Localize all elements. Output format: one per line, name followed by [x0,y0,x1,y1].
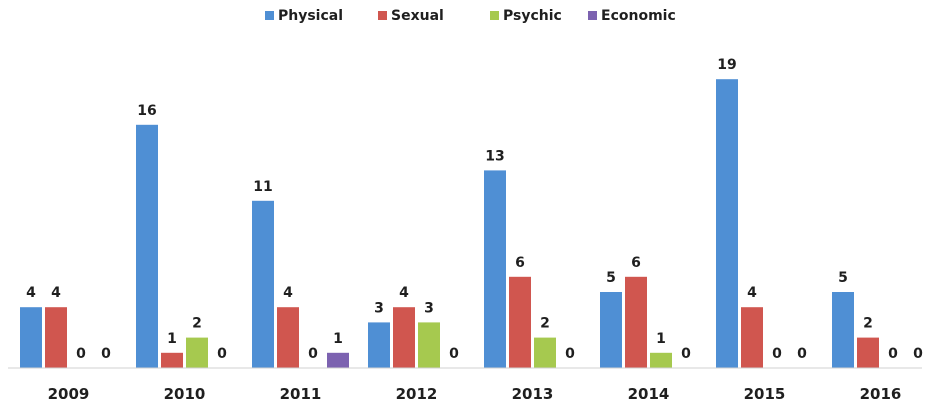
bar-sexual-2009 [45,307,67,368]
x-tick-2010: 2010 [164,385,206,403]
bar-psychic-2012 [418,322,440,368]
x-tick-2011: 2011 [280,385,322,403]
value-label-psychic-2010: 2 [192,316,202,332]
value-label-economic-2012: 0 [449,346,459,362]
bar-psychic-2010 [186,337,208,368]
value-label-physical-2014: 5 [606,270,616,286]
value-label-psychic-2014: 1 [656,331,666,347]
bars [20,79,879,368]
legend: Physical Sexual Psychic Economic [265,8,676,24]
value-label-psychic-2011: 0 [308,346,318,362]
legend-swatch-sexual [378,11,387,20]
value-label-economic-2009: 0 [101,346,111,362]
bar-psychic-2013 [534,337,556,368]
x-tick-2009: 2009 [48,385,90,403]
value-label-physical-2011: 11 [253,179,272,195]
bar-physical-2011 [252,200,274,368]
bar-sexual-2014 [625,276,647,368]
value-label-sexual-2010: 1 [167,331,177,347]
value-label-psychic-2013: 2 [540,316,550,332]
value-label-physical-2013: 13 [485,148,504,164]
value-label-sexual-2013: 6 [515,255,525,271]
value-label-sexual-2015: 4 [747,285,757,301]
bar-physical-2010 [136,124,158,368]
value-label-sexual-2012: 4 [399,285,409,301]
value-label-physical-2012: 3 [374,300,384,316]
legend-label-economic: Economic [601,8,676,24]
x-tick-2014: 2014 [628,385,670,403]
bar-physical-2015 [716,79,738,368]
bar-sexual-2015 [741,307,763,368]
value-label-sexual-2014: 6 [631,255,641,271]
bar-physical-2012 [368,322,390,368]
value-label-psychic-2015: 0 [772,346,782,362]
bar-economic-2011 [327,352,349,368]
bar-psychic-2014 [650,352,672,368]
legend-swatch-economic [588,11,597,20]
value-label-psychic-2012: 3 [424,300,434,316]
bar-sexual-2012 [393,307,415,368]
value-label-economic-2010: 0 [217,346,227,362]
value-label-economic-2014: 0 [681,346,691,362]
value-label-physical-2016: 5 [838,270,848,286]
x-tick-labels: 2009 2010 2011 2012 2013 2014 2015 2016 [48,385,902,403]
value-label-sexual-2009: 4 [51,285,61,301]
value-label-physical-2010: 16 [137,103,156,119]
x-tick-2015: 2015 [744,385,786,403]
value-label-physical-2009: 4 [26,285,36,301]
x-tick-2016: 2016 [860,385,902,403]
value-label-economic-2013: 0 [565,346,575,362]
x-tick-2012: 2012 [396,385,438,403]
bar-physical-2014 [600,292,622,368]
value-label-economic-2015: 0 [797,346,807,362]
value-label-sexual-2016: 2 [863,316,873,332]
bar-physical-2009 [20,307,42,368]
bar-physical-2013 [484,170,506,368]
legend-swatch-psychic [490,11,499,20]
value-label-psychic-2016: 0 [888,346,898,362]
bar-physical-2016 [832,292,854,368]
legend-label-psychic: Psychic [503,8,562,24]
bar-sexual-2013 [509,276,531,368]
legend-label-physical: Physical [278,8,343,24]
legend-swatch-physical [265,11,274,20]
value-label-physical-2015: 19 [717,57,736,73]
value-label-economic-2016: 0 [913,346,923,362]
x-tick-2013: 2013 [512,385,554,403]
legend-label-sexual: Sexual [391,8,444,24]
bar-sexual-2010 [161,352,183,368]
bar-sexual-2016 [857,337,879,368]
bar-sexual-2011 [277,307,299,368]
value-label-psychic-2009: 0 [76,346,86,362]
value-label-economic-2011: 1 [333,331,343,347]
value-label-sexual-2011: 4 [283,285,293,301]
